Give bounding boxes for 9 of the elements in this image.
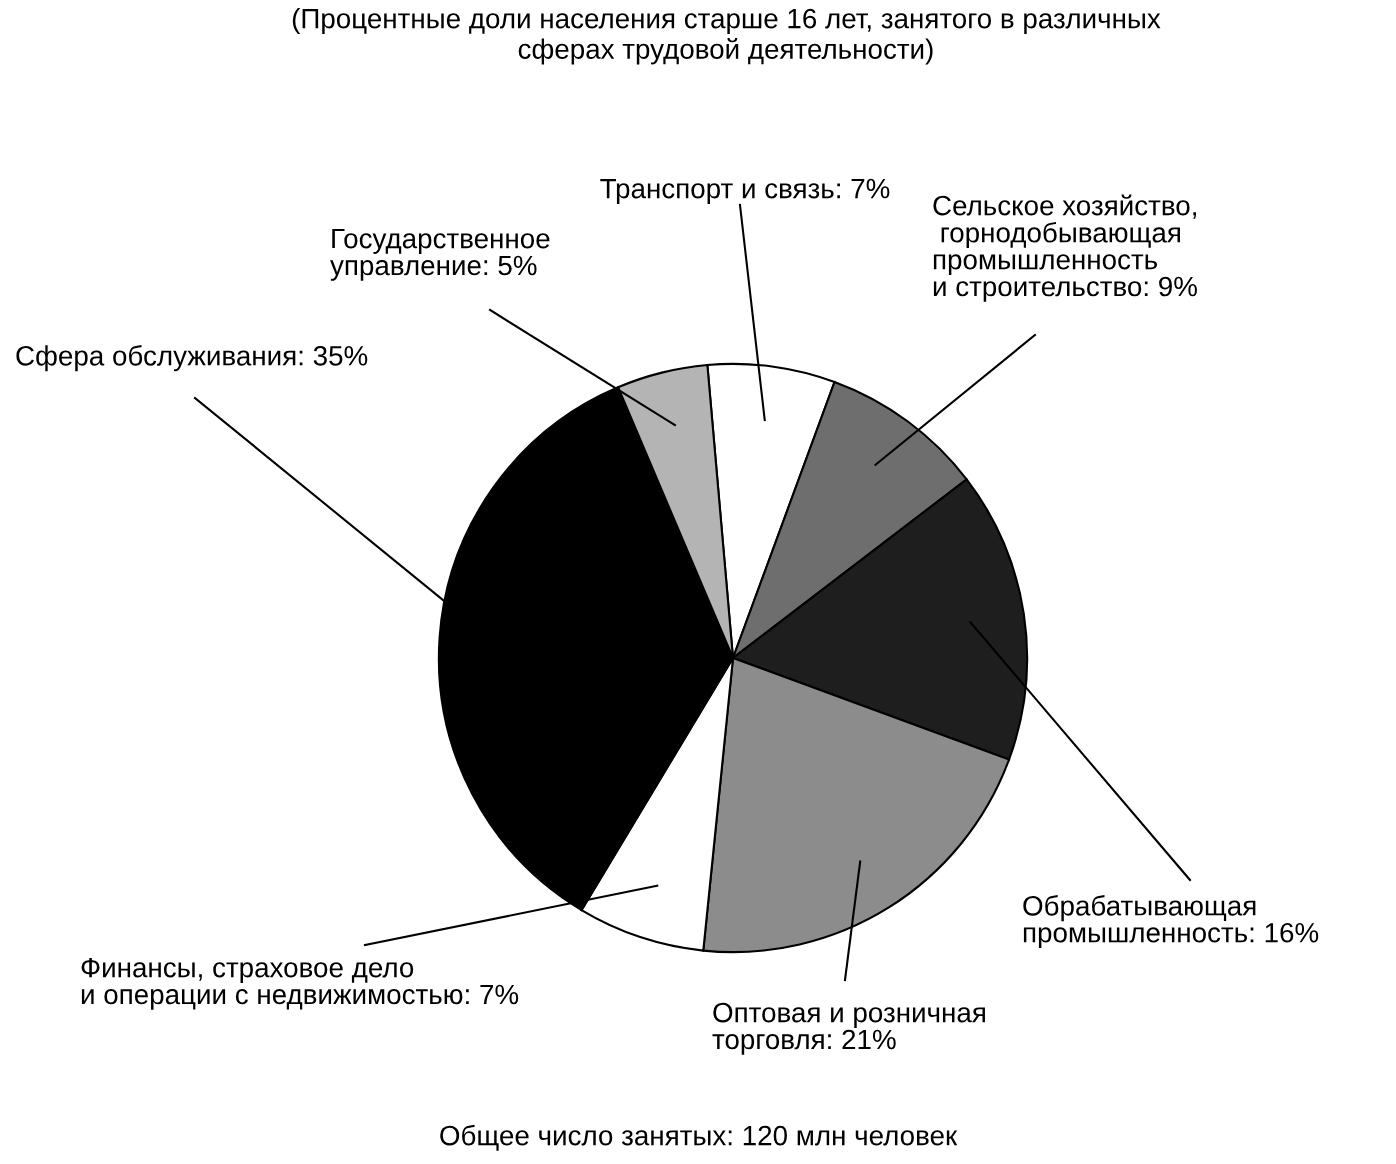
- chart-title: (Процентные доли населения старше 16 лет, занятого в различных сферах трудовой деятельности): [292, 8, 1161, 65]
- slice-label: Сфера обслуживания: 35%: [16, 345, 368, 372]
- slice-label: Государственное управление: 5%: [330, 229, 550, 281]
- slice-label: Финансы, страховое дело и операции с недвижимостью: 7%: [81, 957, 519, 1010]
- text: Общее число занятых: 120 млн человек: [440, 1124, 958, 1151]
- slice-label: Сельское хозяйство, горнодобывающая промышленность и строительство: 9%: [933, 194, 1197, 302]
- slice-label: Оптовая и розничная торговля: 21%: [712, 1002, 985, 1055]
- slice-label: Транспорт и связь: 7%: [600, 178, 890, 204]
- slice-label: Обрабатывающая промышленность: 16%: [1023, 895, 1319, 949]
